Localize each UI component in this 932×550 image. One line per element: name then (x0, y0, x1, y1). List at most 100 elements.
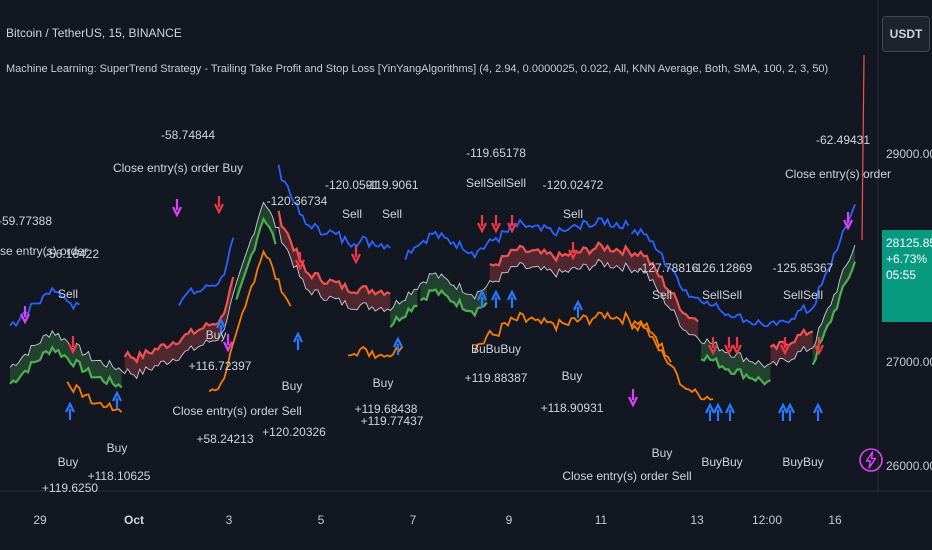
bear-supertrend-line (489, 241, 603, 267)
sell-label: SellSell (783, 288, 823, 302)
close-order-label: Close entry(s) order (785, 167, 891, 181)
bear-supertrend-line (277, 210, 391, 297)
buy-pnl-label: +118.10625 (88, 469, 151, 483)
buy-arrow (477, 289, 487, 308)
buy-arrow (785, 402, 795, 421)
sell-label: Sell (342, 207, 362, 221)
lower-trailing-band (208, 249, 292, 393)
sell-label: Sell (58, 287, 78, 301)
bull-supertrend-line (700, 353, 771, 386)
bull-supertrend-line (94, 374, 123, 389)
sell-arrow (68, 336, 78, 355)
buy-label: Buy (282, 379, 303, 393)
sell-arrow (295, 252, 305, 271)
bull-supertrend-line (9, 345, 95, 385)
buy-arrow (65, 401, 75, 420)
lower-trailing-band (347, 345, 404, 360)
buy-arrow (705, 402, 715, 421)
upper-trailing-band (404, 217, 630, 261)
bull-supertrend-line (419, 288, 488, 318)
sell-arrow (732, 337, 742, 356)
x-tick-label: 5 (318, 513, 325, 527)
buy-pnl-label: +120.20326 (262, 425, 326, 439)
buy-pnl-label: +116.72397 (189, 359, 252, 373)
buy-label: Buy (652, 446, 673, 460)
buy-arrow (393, 336, 403, 355)
buy-arrow (813, 402, 823, 421)
sell-arrow (214, 196, 224, 215)
bear-supertrend-line (178, 276, 235, 344)
sell-arrow (491, 215, 501, 234)
bull-supertrend-line (235, 216, 277, 300)
sell-pnl-label: -126.12869 (692, 261, 753, 275)
sell-arrow (724, 337, 734, 356)
bull-supertrend-line (811, 261, 857, 366)
buy-pnl-label: +119.6250 (42, 481, 98, 495)
buy-pnl-label: +118.90931 (541, 401, 604, 415)
buy-arrow (725, 402, 735, 421)
buy-label: Buy (562, 369, 583, 383)
price-change: +6.73% (886, 252, 928, 266)
sell-arrow (507, 215, 517, 234)
buy-pnl-label: +58.24213 (196, 432, 253, 446)
indicator-title: Machine Learning: SuperTrend Strategy - … (6, 63, 829, 75)
close-order-arrow (172, 199, 182, 218)
upper-trailing-band (178, 237, 235, 307)
bear-supertrend-line (600, 243, 699, 323)
buy-arrow (507, 289, 517, 308)
buy-pnl-label: +119.68438 (355, 402, 418, 416)
sell-arrow (477, 215, 487, 234)
close-order-arrow (843, 212, 853, 231)
sell-pnl-label: -125.85367 (773, 261, 834, 275)
sell-arrow (708, 337, 718, 356)
x-tick-label: 9 (506, 513, 513, 527)
x-tick-label: 13 (690, 513, 704, 527)
bull-trend-fill (420, 272, 487, 316)
bear-trend-fill (179, 277, 234, 360)
buy-arrow (713, 402, 723, 421)
y-tick-label: 29000.00 (886, 147, 932, 161)
buy-label: BuBuBuy (471, 342, 521, 356)
currency-button[interactable]: USDT (882, 16, 930, 52)
sell-pnl-label: -120.36734 (267, 194, 328, 208)
x-tick-label: 3 (226, 513, 233, 527)
close-order-label: Close entry(s) order (0, 244, 88, 258)
sell-arrow (568, 242, 578, 261)
sell-pnl-label: -127.78816 (638, 261, 699, 275)
x-tick-label: 7 (410, 513, 417, 527)
x-tick-label: 12:00 (752, 513, 782, 527)
sell-label: Sell (382, 207, 402, 221)
buy-arrow (778, 402, 788, 421)
sell-pnl-label: -119.9061 (365, 178, 418, 192)
buy-pnl-label: +119.77437 (361, 414, 424, 428)
close-order-arrow (628, 389, 638, 408)
close-order-label: Close entry(s) order Sell (562, 469, 691, 483)
sell-pnl-label: -59.77388 (0, 214, 52, 228)
last-price: 28125.85 (886, 236, 932, 250)
price-spike (861, 54, 865, 241)
close-order-label: Close entry(s) order Sell (172, 404, 301, 418)
y-tick-label: 26000.00 (886, 459, 932, 473)
buy-label: BuyBuy (701, 455, 742, 469)
sell-arrow (351, 246, 361, 265)
sell-pnl-label: -58.74844 (161, 128, 215, 142)
buy-label: BuyBuy (782, 455, 823, 469)
lower-trailing-band (66, 381, 123, 413)
y-tick-label: 27000.00 (886, 355, 932, 369)
bear-trend-fill (124, 342, 179, 379)
sell-label: SellSell (702, 288, 742, 302)
close-order-arrow (223, 334, 233, 353)
close-order-arrow (20, 306, 30, 325)
sell-arrow (814, 337, 824, 356)
buy-label: Buy (107, 441, 128, 455)
bear-supertrend-line (769, 327, 814, 351)
bar-countdown: 05:55 (886, 268, 917, 282)
bear-trend-fill (278, 210, 391, 312)
buy-arrow (293, 331, 303, 350)
upper-trailing-band (630, 204, 856, 328)
sell-label: SellSellSell (466, 176, 526, 190)
last-price-tag: 28125.85 +6.73% 05:55 (882, 230, 932, 322)
lightning-flash-icon[interactable] (858, 447, 884, 473)
bull-trend-fill (10, 330, 95, 384)
